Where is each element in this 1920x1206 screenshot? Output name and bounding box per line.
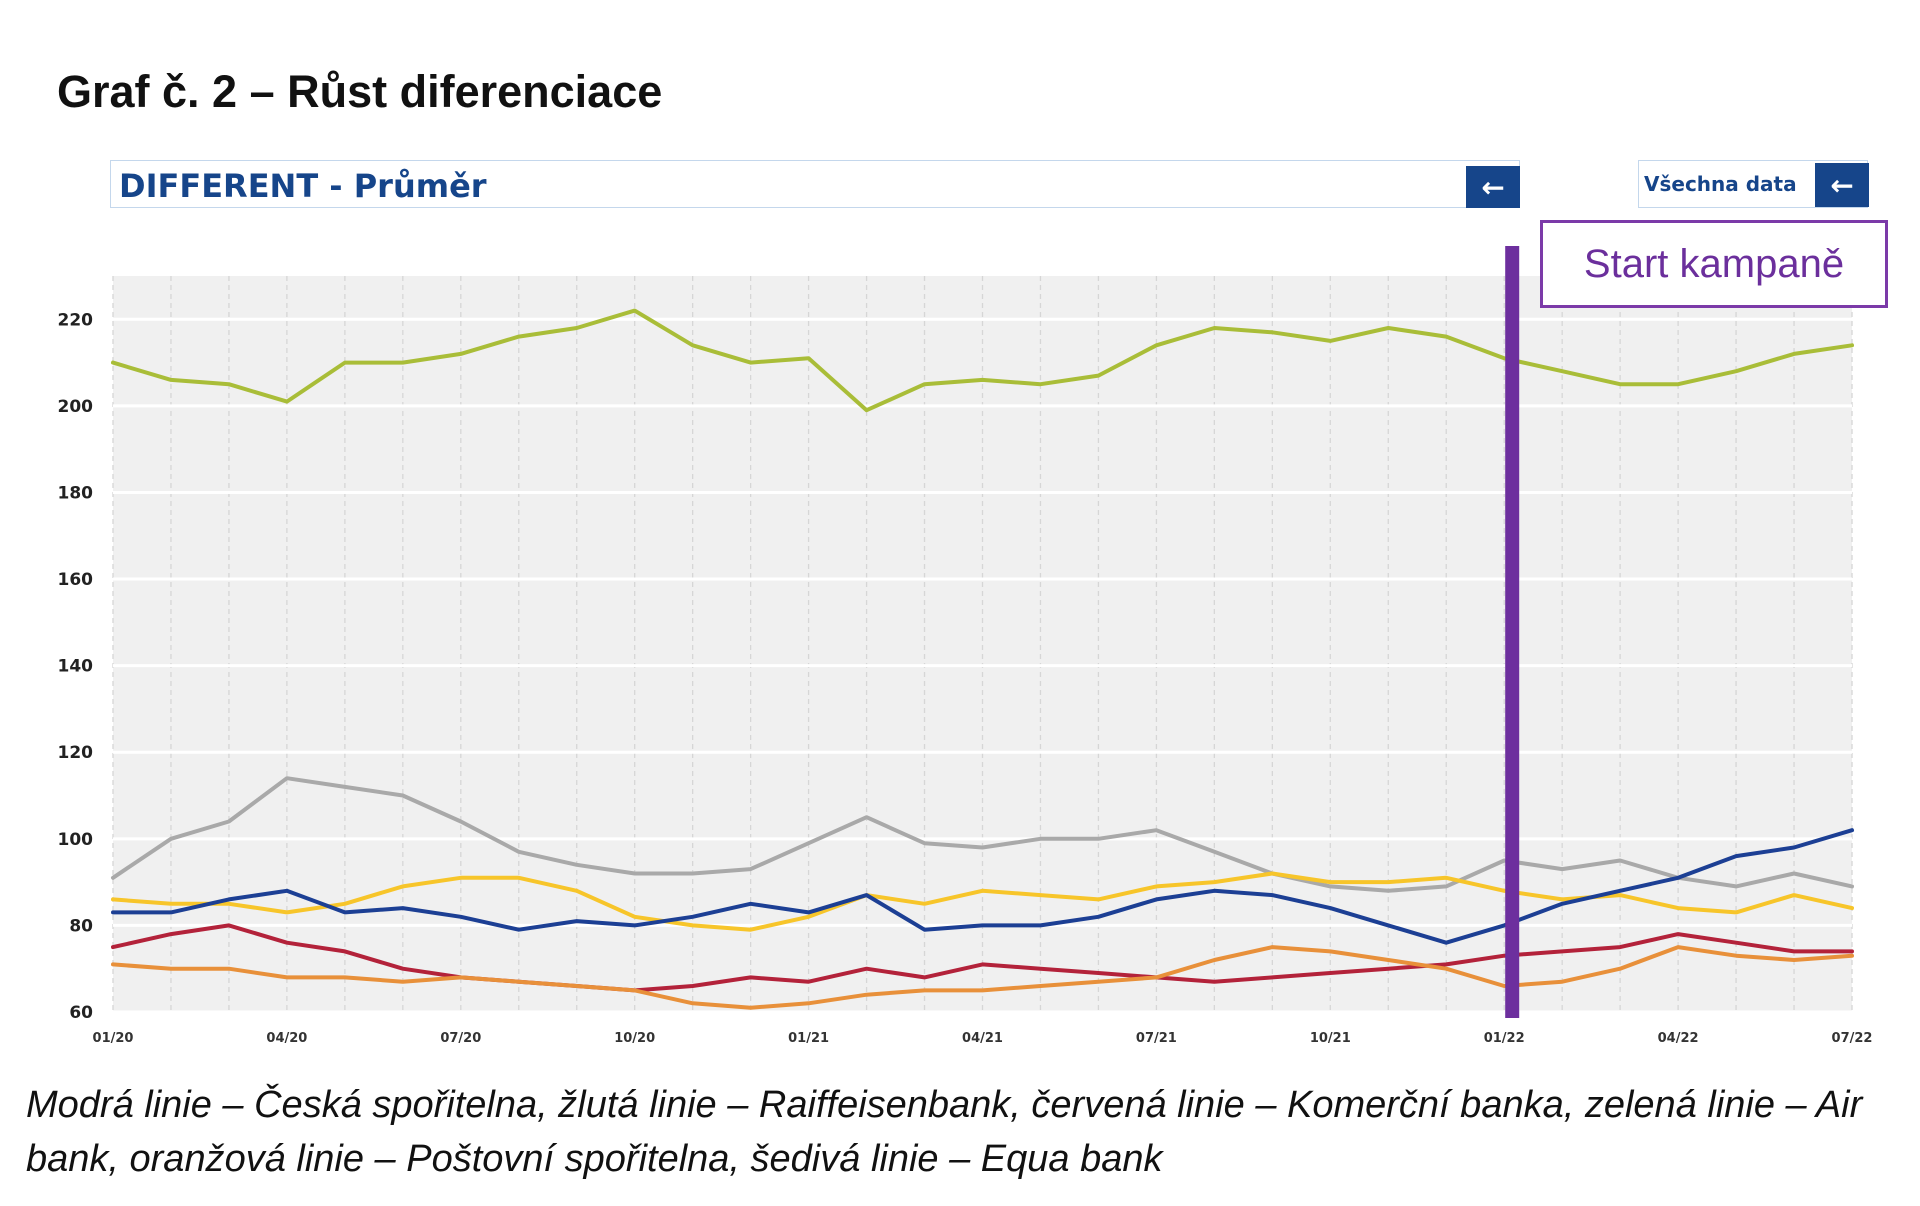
x-tick-label: 10/20 [614,1031,655,1046]
x-tick-label: 10/21 [1310,1031,1351,1046]
y-tick-label: 180 [58,483,94,503]
yellow-series-line [111,871,1854,932]
y-tick-label: 100 [58,830,94,850]
legend-caption: Modrá linie – Česká spořitelna, žlutá li… [26,1084,1863,1180]
x-tick-label: 01/21 [788,1031,829,1046]
y-tick-label: 60 [69,1003,93,1023]
y-tick-label: 220 [58,310,94,330]
axes: 60 80 100 120 140 160 180 200 220 01/20 04/20 07/20… [58,310,1873,1046]
y-tick-label: 160 [58,570,94,590]
x-tick-label: 01/22 [1484,1031,1525,1046]
y-tick-label: 140 [58,657,94,677]
x-tick-label: 07/21 [1136,1031,1177,1046]
y-tick-label: 120 [58,743,94,763]
x-tick-label: 04/22 [1658,1031,1699,1046]
y-tick-label: 80 [69,916,93,936]
x-tick-label: 07/20 [440,1031,481,1046]
blue-series-line [111,828,1854,945]
arrow-left-icon: ← [1830,168,1854,202]
y-tick-label: 200 [58,397,94,417]
chart-title: Graf č. 2 – Růst diferenciace [57,66,663,117]
campaign-start-label: Start kampaně [1583,241,1845,286]
line-chart: 60 80 100 120 140 160 180 200 220 01/20 04/20 07/20… [58,246,1873,1046]
orange-series-line [111,945,1854,1010]
green-series-line [111,308,1854,413]
x-tick-label: 01/20 [93,1031,134,1046]
metric-selector-label: DIFFERENT - Průměr [119,167,487,205]
all-data-back-button[interactable]: ← [1815,163,1869,207]
campaign-start-annotation: Start kampaně [1540,220,1888,308]
red-series-line [111,923,1854,993]
series-layer [111,308,1854,1010]
x-tick-label: 07/22 [1832,1031,1873,1046]
selector-back-button[interactable]: ← [1466,166,1520,208]
gray-series-line [111,776,1854,893]
x-tick-label: 04/20 [266,1031,307,1046]
metric-selector[interactable]: DIFFERENT - Průměr [110,160,1520,208]
arrow-left-icon: ← [1481,170,1505,204]
x-tick-label: 04/21 [962,1031,1003,1046]
all-data-label: Všechna data [1644,172,1797,196]
